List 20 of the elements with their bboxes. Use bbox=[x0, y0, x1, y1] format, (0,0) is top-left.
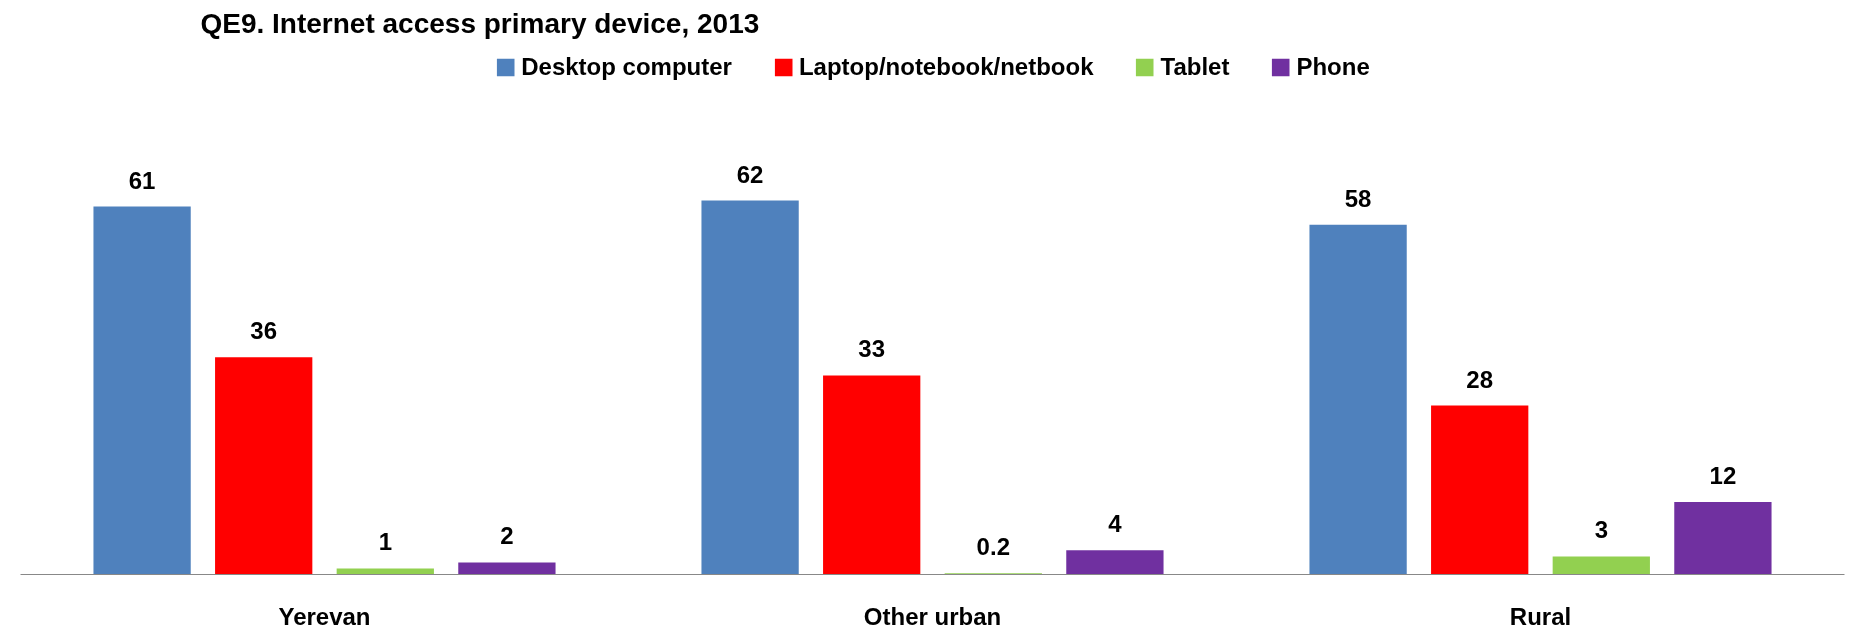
data-label: 2 bbox=[500, 522, 514, 550]
legend-label: Desktop computer bbox=[521, 53, 732, 81]
data-label: 28 bbox=[1466, 365, 1494, 393]
x-tick-label: Other urban bbox=[863, 602, 1002, 630]
data-label: 0.2 bbox=[976, 533, 1010, 561]
data-label: 1 bbox=[378, 528, 392, 556]
x-tick-label: Yerevan bbox=[278, 602, 371, 630]
data-label: 3 bbox=[1594, 516, 1608, 544]
data-label: 36 bbox=[250, 317, 278, 345]
data-label: 33 bbox=[858, 335, 886, 363]
legend-label: Tablet bbox=[1160, 53, 1230, 81]
legend-label: Laptop/notebook/netbook bbox=[798, 53, 1094, 81]
x-tick-label: Rural bbox=[1509, 602, 1572, 630]
data-label: 61 bbox=[128, 166, 156, 194]
data-label: 58 bbox=[1344, 184, 1372, 212]
legend-label: Phone bbox=[1296, 53, 1370, 81]
chart-title: QE9. Internet access primary device, 2013 bbox=[200, 7, 760, 39]
data-label: 12 bbox=[1709, 462, 1737, 490]
data-label: 4 bbox=[1108, 510, 1123, 538]
data-label: 62 bbox=[736, 160, 764, 188]
